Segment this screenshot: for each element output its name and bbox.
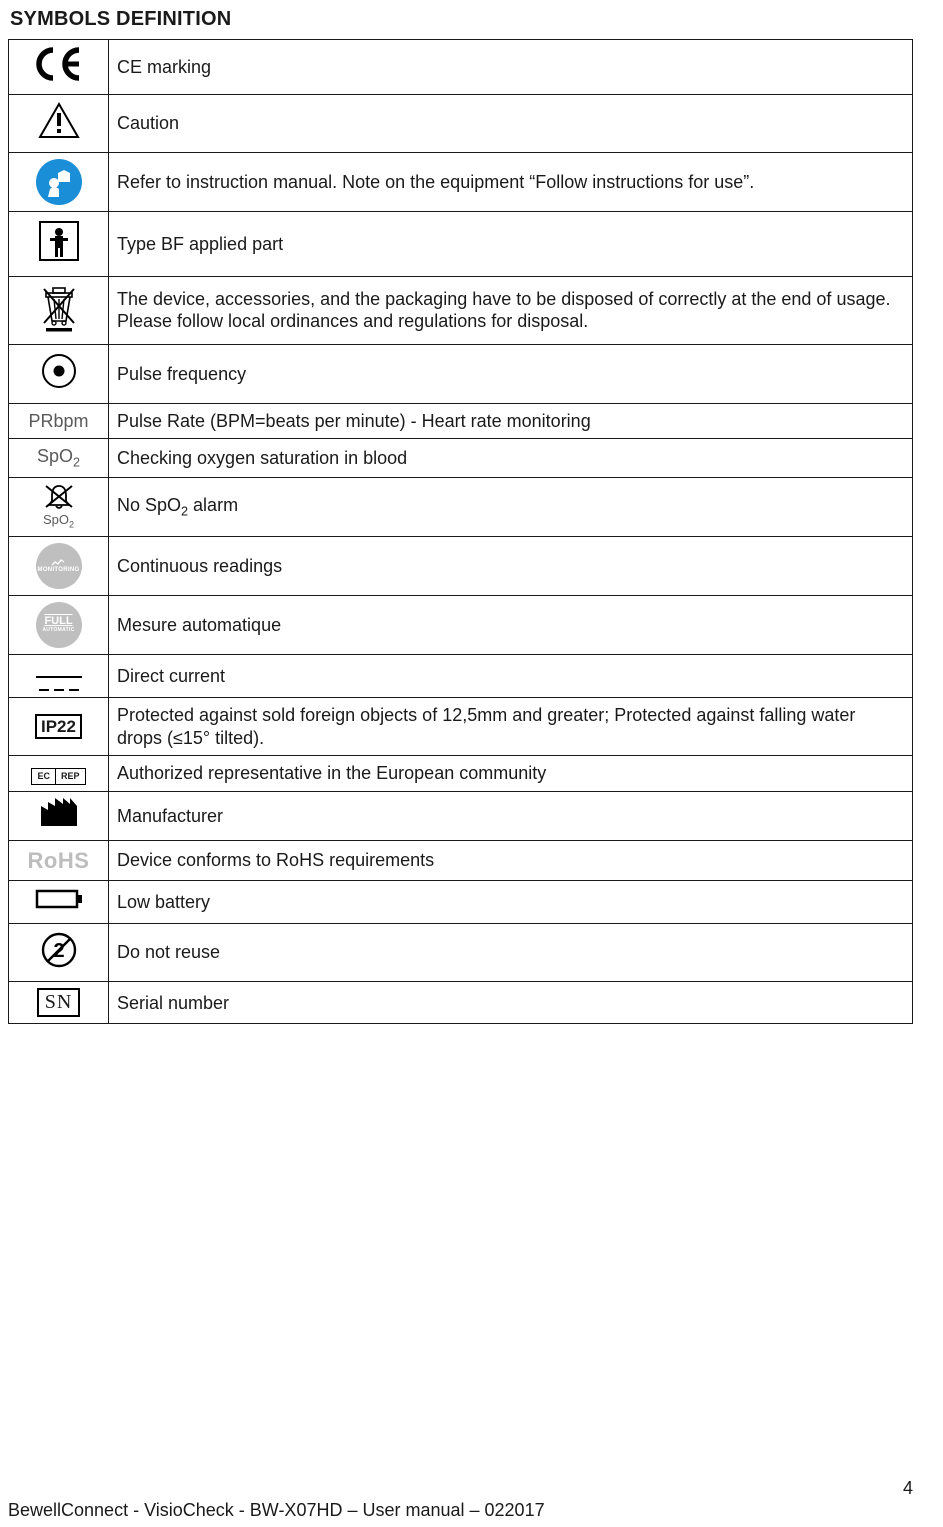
dc-desc: Direct current (109, 655, 913, 698)
weee-icon (9, 276, 109, 345)
page-number: 4 (903, 1478, 913, 1499)
footer-text: BewellConnect - VisioCheck - BW-X07HD – … (8, 1500, 545, 1520)
refer-manual-icon (9, 153, 109, 212)
spo2-text-icon: SpO2 (9, 439, 109, 478)
table-row: Low battery (9, 881, 913, 924)
table-row: FULL AUTOMATIC Mesure automatique (9, 596, 913, 655)
manual-desc: Refer to instruction manual. Note on the… (109, 153, 913, 212)
table-row: Manufacturer (9, 792, 913, 841)
spo2-desc: Checking oxygen saturation in blood (109, 439, 913, 478)
caution-desc: Caution (109, 94, 913, 153)
ecrep-desc: Authorized representative in the Europea… (109, 756, 913, 792)
ce-desc: CE marking (109, 40, 913, 95)
nospo2-desc: No SpO2 alarm (109, 478, 913, 537)
mfr-desc: Manufacturer (109, 792, 913, 841)
full-automatic-badge-icon: FULL AUTOMATIC (9, 596, 109, 655)
ip22-icon: IP22 (9, 698, 109, 756)
prbpm-desc: Pulse Rate (BPM=beats per minute) - Hear… (109, 403, 913, 439)
pulse-frequency-icon (9, 345, 109, 404)
low-battery-icon (9, 881, 109, 924)
table-row: SpO2 Checking oxygen saturation in blood (9, 439, 913, 478)
manufacturer-icon (9, 792, 109, 841)
table-row: Direct current (9, 655, 913, 698)
serial-number-icon: SN (9, 982, 109, 1024)
ip22-desc: Protected against sold foreign objects o… (109, 698, 913, 756)
bf-desc: Type BF applied part (109, 212, 913, 277)
rohs-desc: Device conforms to RoHS requirements (109, 840, 913, 881)
table-row: The device, accessories, and the packagi… (9, 276, 913, 345)
weee-desc: The device, accessories, and the packagi… (109, 276, 913, 345)
table-row: 2 Do not reuse (9, 923, 913, 982)
table-row: MONITORING Continuous readings (9, 537, 913, 596)
table-row: PRbpm Pulse Rate (BPM=beats per minute) … (9, 403, 913, 439)
symbols-table: CE marking Caution Refer to instruc (8, 39, 913, 1024)
rohs-icon: RoHS (9, 840, 109, 881)
do-not-reuse-icon: 2 (9, 923, 109, 982)
monitoring-desc: Continuous readings (109, 537, 913, 596)
caution-icon (9, 94, 109, 153)
page-footer: 4 BewellConnect - VisioCheck - BW-X07HD … (8, 1500, 913, 1521)
noreuse-desc: Do not reuse (109, 923, 913, 982)
table-row: Caution (9, 94, 913, 153)
table-row: Pulse frequency (9, 345, 913, 404)
table-row: Refer to instruction manual. Note on the… (9, 153, 913, 212)
table-row: Type BF applied part (9, 212, 913, 277)
sn-desc: Serial number (109, 982, 913, 1024)
ce-mark-icon (9, 40, 109, 95)
table-row: SpO2 No SpO2 alarm (9, 478, 913, 537)
table-row: RoHS Device conforms to RoHS requirement… (9, 840, 913, 881)
table-row: ECREP Authorized representative in the E… (9, 756, 913, 792)
pulse-desc: Pulse frequency (109, 345, 913, 404)
monitoring-badge-icon: MONITORING (9, 537, 109, 596)
type-bf-icon (9, 212, 109, 277)
full-desc: Mesure automatique (109, 596, 913, 655)
page-title: SYMBOLS DEFINITION (10, 8, 913, 31)
no-spo2-alarm-icon: SpO2 (9, 478, 109, 537)
direct-current-icon (9, 655, 109, 698)
table-row: IP22 Protected against sold foreign obje… (9, 698, 913, 756)
prbpm-text-icon: PRbpm (9, 403, 109, 439)
ec-rep-icon: ECREP (9, 756, 109, 792)
table-row: SN Serial number (9, 982, 913, 1024)
table-row: CE marking (9, 40, 913, 95)
lowbatt-desc: Low battery (109, 881, 913, 924)
